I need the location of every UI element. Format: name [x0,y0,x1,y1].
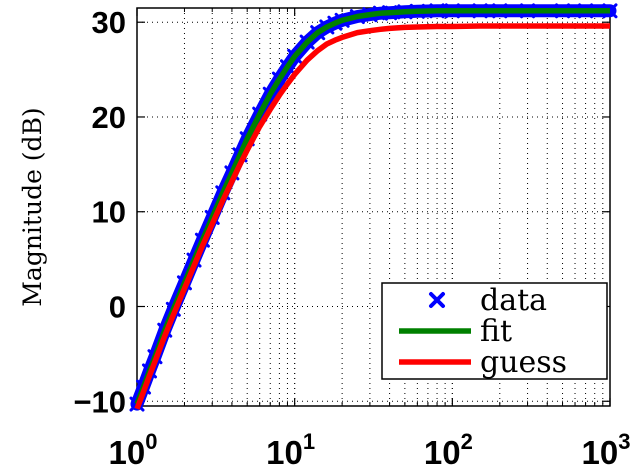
y-tick-label: 30 [92,5,126,40]
legend-data-marker [429,292,445,308]
y-tick-label: 20 [92,100,126,135]
y-tick-labels: −10 0 10 20 30 [73,5,126,419]
y-tick-label: −10 [73,384,126,419]
y-tick-label: 10 [92,195,126,230]
y-tick-label: 0 [109,290,126,325]
y-axis-label: Magnitude (dB) [18,107,47,306]
legend-label-fit: fit [480,314,512,349]
legend-label-data: data [480,283,547,318]
x-tick-label: 101 [266,429,315,471]
series-guess-line [134,23,610,410]
x-tick-labels: 100 101 102 103 [109,429,631,471]
x-tick-label: 102 [424,429,473,471]
legend-label-guess: guess [480,345,567,380]
x-tick-label: 103 [582,429,631,471]
series-group [129,3,618,412]
x-tick-label: 100 [109,429,158,471]
